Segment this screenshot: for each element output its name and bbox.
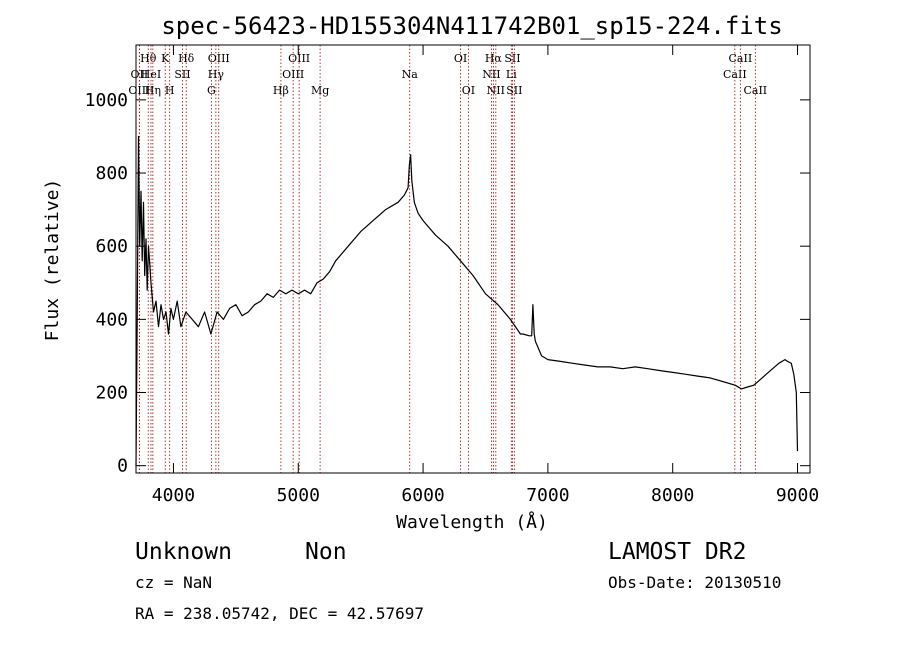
spectral-line-label: Li [506, 68, 517, 81]
spectral-line-label: SII [504, 52, 520, 65]
axes: 4000 5000 6000 7000 8000 9000 0 200 400 600 800 100… [85, 45, 819, 506]
x-axis-label: Wavelength (Å) [396, 511, 548, 533]
x-tick-label: 7000 [526, 485, 569, 506]
spectral-line-label: OIII [282, 68, 304, 81]
spectral-line-label: Hδ [178, 52, 195, 65]
plot-frame [135, 44, 811, 474]
spectral-line-label: CaII [723, 68, 747, 81]
spectrum-line [135, 135, 799, 466]
x-tick-label: 6000 [401, 485, 444, 506]
y-tick-label: 800 [95, 163, 128, 184]
spectral-line-label: Hθ [140, 52, 157, 65]
x-tick-label: 8000 [651, 485, 694, 506]
y-axis-label: Flux (relative) [42, 179, 63, 342]
survey-name: LAMOST DR2 [608, 539, 746, 565]
spectral-line-label: OI [454, 52, 467, 65]
spectral-line-label: G [207, 84, 216, 97]
y-tick-label: 200 [95, 383, 128, 404]
object-class: Unknown [135, 539, 232, 565]
spectral-line-label: H [165, 84, 175, 97]
coordinates-text: RA = 238.05742, DEC = 42.57697 [135, 604, 424, 623]
object-subclass: Non [305, 539, 347, 565]
spectral-line-label: OIII [128, 84, 150, 97]
y-tick-label: 600 [95, 236, 128, 257]
spectral-line-label: Na [402, 68, 419, 81]
spectral-line-label: SII [506, 84, 522, 97]
obs-date: Obs-Date: 20130510 [608, 573, 781, 592]
spectrum-series [135, 135, 799, 466]
spectral-line-label: HeI [141, 68, 161, 81]
y-tick-label: 1000 [85, 90, 128, 111]
spectral-line-label: NII [487, 84, 505, 97]
spectral-line-label: OI [462, 84, 475, 97]
x-tick-label: 5000 [277, 485, 320, 506]
spectral-line-label: SII [174, 68, 190, 81]
spectral-line-label: Mg [311, 84, 329, 97]
x-tick-label: 9000 [776, 485, 819, 506]
spectral-line-label: K [161, 52, 170, 65]
y-tick-label: 400 [95, 309, 128, 330]
spectral-line-label: CaII [743, 84, 767, 97]
spectral-line-label: NII [482, 68, 500, 81]
spectral-line-label: Hγ [208, 68, 225, 81]
spectral-line-label: CaII [729, 52, 753, 65]
redshift-text: cz = NaN [135, 573, 212, 592]
chart-title: spec-56423-HD155304N411742B01_sp15-224.f… [161, 12, 782, 40]
x-tick-label: 4000 [152, 485, 195, 506]
spectral-line-label: OIII [208, 52, 230, 65]
spectral-line-label: Hη [145, 84, 161, 97]
spectral-line-label: OIII [288, 52, 310, 65]
spectral-line-label: Hβ [273, 84, 289, 97]
y-tick-label: 0 [117, 456, 128, 477]
spectral-line-markers: OIIOIIIHθHeIHηKHSIIHδGHγOIIIHβOIIIOIIIMg… [128, 45, 767, 473]
spectral-line-label: Hα [485, 52, 503, 65]
